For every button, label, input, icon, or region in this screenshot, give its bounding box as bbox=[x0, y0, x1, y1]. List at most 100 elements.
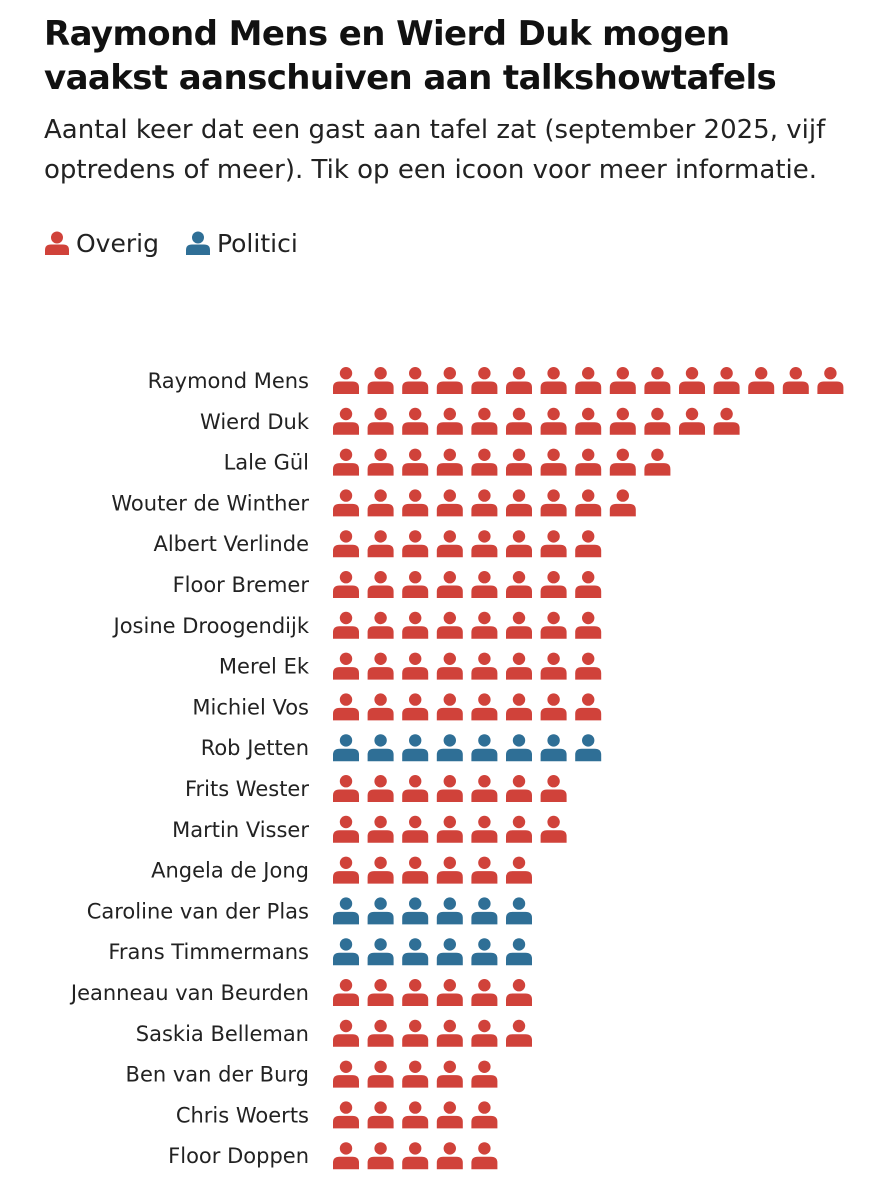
person-icon[interactable] bbox=[333, 775, 359, 802]
person-icon[interactable] bbox=[436, 489, 463, 517]
person-icon[interactable] bbox=[367, 571, 394, 598]
person-icon[interactable] bbox=[402, 897, 429, 925]
person-icon[interactable] bbox=[471, 734, 498, 762]
person-icon[interactable] bbox=[367, 856, 394, 884]
person-icon[interactable] bbox=[471, 407, 498, 435]
person-icon[interactable] bbox=[575, 652, 602, 680]
person-icon[interactable] bbox=[471, 1019, 498, 1047]
person-icon[interactable] bbox=[713, 367, 740, 394]
person-icon[interactable] bbox=[402, 571, 429, 598]
person-icon[interactable] bbox=[506, 775, 532, 802]
person-icon[interactable] bbox=[402, 979, 429, 1006]
person-icon[interactable] bbox=[333, 1142, 359, 1170]
person-icon[interactable] bbox=[436, 407, 463, 435]
person-icon[interactable] bbox=[540, 734, 567, 762]
person-icon[interactable] bbox=[333, 734, 359, 762]
person-icon[interactable] bbox=[402, 775, 429, 802]
person-icon[interactable] bbox=[402, 1101, 429, 1129]
person-icon[interactable] bbox=[506, 1019, 532, 1047]
person-icon[interactable] bbox=[506, 897, 532, 925]
person-icon[interactable] bbox=[609, 367, 636, 394]
person-icon[interactable] bbox=[575, 611, 602, 639]
person-icon[interactable] bbox=[333, 407, 359, 435]
person-icon[interactable] bbox=[471, 571, 498, 598]
person-icon[interactable] bbox=[540, 611, 567, 639]
person-icon[interactable] bbox=[367, 734, 394, 762]
person-icon[interactable] bbox=[471, 448, 498, 476]
person-icon[interactable] bbox=[367, 693, 394, 721]
person-icon[interactable] bbox=[402, 1060, 429, 1088]
person-icon[interactable] bbox=[436, 815, 463, 843]
person-icon[interactable] bbox=[575, 489, 602, 517]
person-icon[interactable] bbox=[506, 530, 532, 558]
person-icon[interactable] bbox=[367, 530, 394, 558]
person-icon[interactable] bbox=[540, 448, 567, 476]
person-icon[interactable] bbox=[575, 367, 602, 394]
person-icon[interactable] bbox=[471, 611, 498, 639]
person-icon[interactable] bbox=[471, 652, 498, 680]
person-icon[interactable] bbox=[367, 489, 394, 517]
person-icon[interactable] bbox=[436, 938, 463, 966]
person-icon[interactable] bbox=[402, 367, 429, 394]
person-icon[interactable] bbox=[333, 897, 359, 925]
person-icon[interactable] bbox=[367, 611, 394, 639]
person-icon[interactable] bbox=[540, 407, 567, 435]
person-icon[interactable] bbox=[333, 489, 359, 517]
person-icon[interactable] bbox=[817, 367, 844, 394]
person-icon[interactable] bbox=[471, 897, 498, 925]
person-icon[interactable] bbox=[471, 530, 498, 558]
person-icon[interactable] bbox=[506, 448, 532, 476]
person-icon[interactable] bbox=[575, 407, 602, 435]
person-icon[interactable] bbox=[367, 448, 394, 476]
person-icon[interactable] bbox=[367, 775, 394, 802]
person-icon[interactable] bbox=[471, 815, 498, 843]
person-icon[interactable] bbox=[644, 407, 671, 435]
person-icon[interactable] bbox=[367, 1101, 394, 1129]
person-icon[interactable] bbox=[436, 367, 463, 394]
person-icon[interactable] bbox=[782, 367, 809, 394]
person-icon[interactable] bbox=[644, 367, 671, 394]
person-icon[interactable] bbox=[506, 938, 532, 966]
person-icon[interactable] bbox=[540, 367, 567, 394]
person-icon[interactable] bbox=[333, 367, 359, 394]
person-icon[interactable] bbox=[367, 1019, 394, 1047]
person-icon[interactable] bbox=[436, 856, 463, 884]
person-icon[interactable] bbox=[333, 856, 359, 884]
person-icon[interactable] bbox=[436, 652, 463, 680]
person-icon[interactable] bbox=[436, 1142, 463, 1170]
person-icon[interactable] bbox=[471, 1142, 498, 1170]
person-icon[interactable] bbox=[506, 571, 532, 598]
person-icon[interactable] bbox=[333, 448, 359, 476]
person-icon[interactable] bbox=[367, 938, 394, 966]
person-icon[interactable] bbox=[575, 734, 602, 762]
person-icon[interactable] bbox=[506, 693, 532, 721]
person-icon[interactable] bbox=[540, 775, 567, 802]
person-icon[interactable] bbox=[436, 897, 463, 925]
person-icon[interactable] bbox=[402, 611, 429, 639]
person-icon[interactable] bbox=[575, 571, 602, 598]
person-icon[interactable] bbox=[506, 611, 532, 639]
person-icon[interactable] bbox=[471, 489, 498, 517]
person-icon[interactable] bbox=[436, 1060, 463, 1088]
person-icon[interactable] bbox=[609, 489, 636, 517]
person-icon[interactable] bbox=[471, 979, 498, 1006]
person-icon[interactable] bbox=[609, 407, 636, 435]
person-icon[interactable] bbox=[471, 775, 498, 802]
person-icon[interactable] bbox=[367, 407, 394, 435]
person-icon[interactable] bbox=[575, 448, 602, 476]
person-icon[interactable] bbox=[436, 1101, 463, 1129]
person-icon[interactable] bbox=[575, 530, 602, 558]
person-icon[interactable] bbox=[333, 1101, 359, 1129]
person-icon[interactable] bbox=[506, 407, 532, 435]
person-icon[interactable] bbox=[436, 571, 463, 598]
person-icon[interactable] bbox=[506, 652, 532, 680]
person-icon[interactable] bbox=[436, 775, 463, 802]
person-icon[interactable] bbox=[713, 407, 740, 435]
person-icon[interactable] bbox=[540, 530, 567, 558]
person-icon[interactable] bbox=[471, 856, 498, 884]
person-icon[interactable] bbox=[436, 693, 463, 721]
person-icon[interactable] bbox=[540, 815, 567, 843]
person-icon[interactable] bbox=[333, 611, 359, 639]
person-icon[interactable] bbox=[333, 652, 359, 680]
person-icon[interactable] bbox=[402, 407, 429, 435]
